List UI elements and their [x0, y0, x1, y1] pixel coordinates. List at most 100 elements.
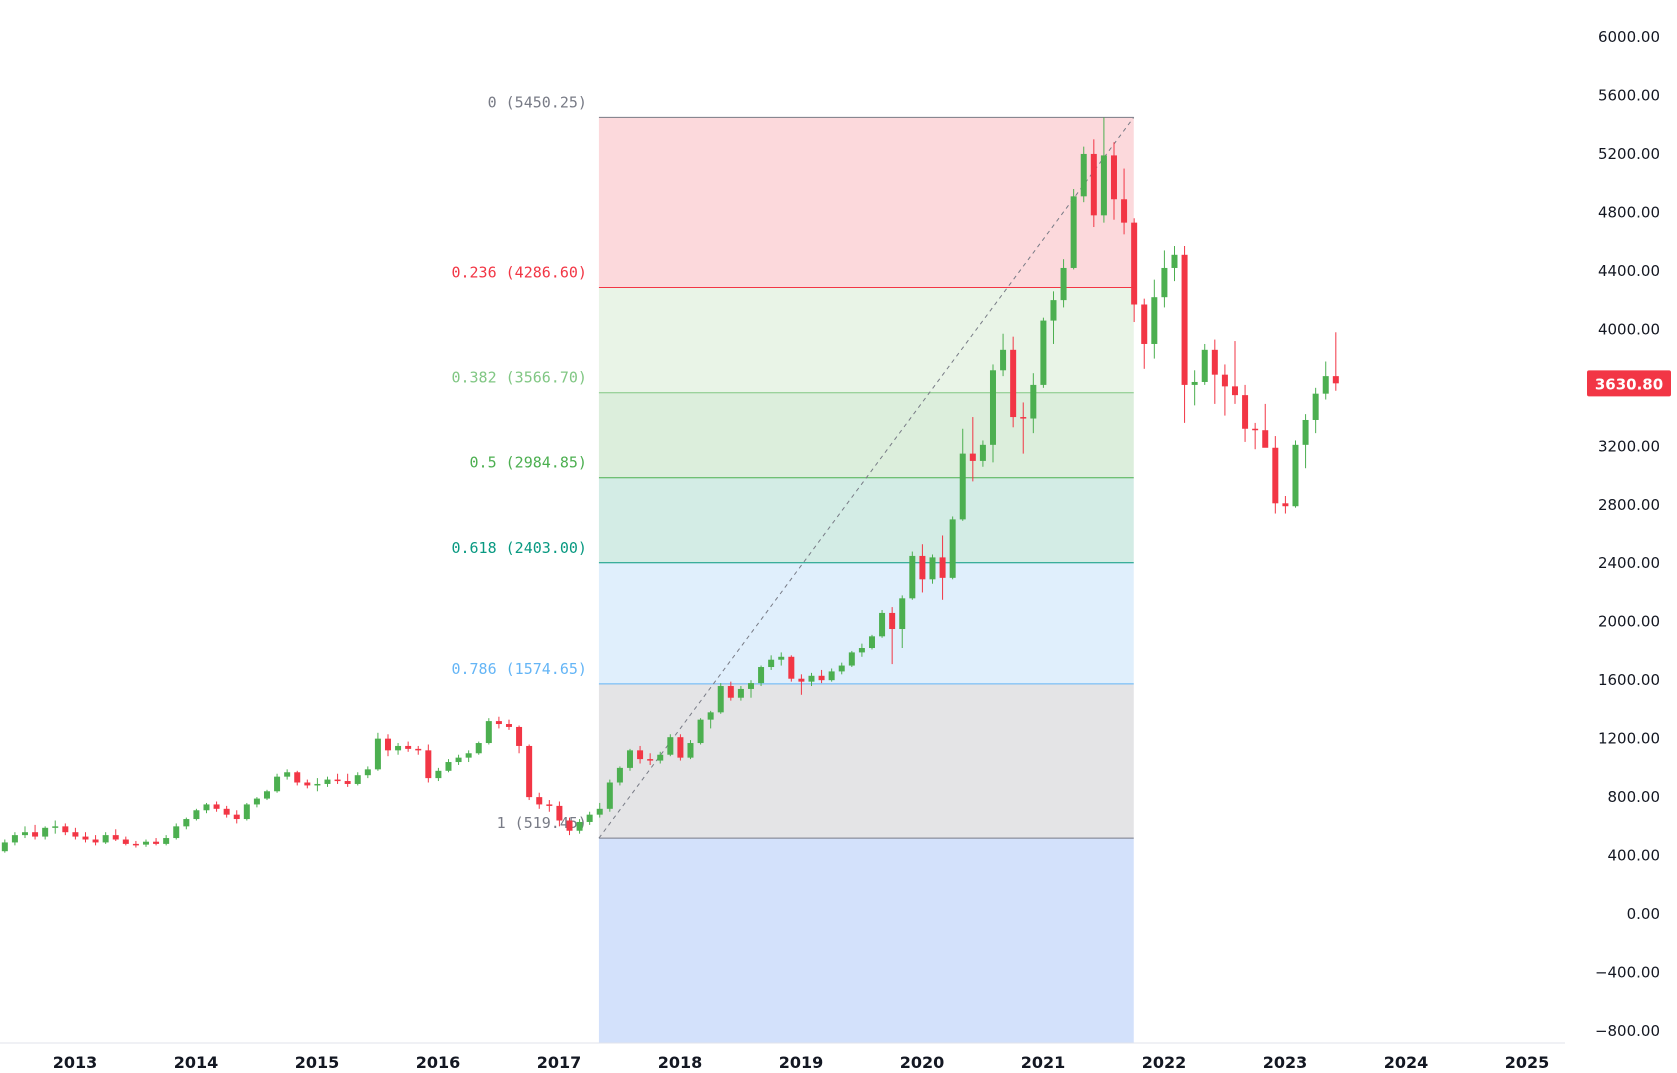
candle-body	[808, 675, 815, 682]
candle-body	[1030, 384, 1037, 419]
candle-body	[1050, 300, 1057, 321]
candle-body	[1110, 155, 1117, 200]
time-axis-tick: 2022	[1142, 1053, 1187, 1072]
candle-body	[1272, 447, 1279, 504]
candle-down	[82, 832, 89, 843]
candle-body	[546, 804, 553, 806]
candle-body	[334, 779, 341, 782]
candle-up	[989, 364, 996, 463]
candle-body	[1090, 153, 1097, 216]
candle-body	[455, 757, 462, 763]
candle-down	[1010, 336, 1017, 428]
candle-down	[1272, 436, 1279, 514]
candle-body	[939, 557, 946, 578]
candle-body	[566, 820, 573, 831]
candle-down	[1252, 422, 1259, 450]
candle-body	[1121, 199, 1128, 223]
price-axis-tick: 0.00	[1627, 905, 1660, 923]
candle-up	[838, 662, 845, 675]
candle-up	[828, 668, 835, 682]
price-axis-tick: 400.00	[1608, 847, 1661, 865]
candle-up	[1070, 189, 1077, 270]
candle-up	[717, 683, 724, 714]
candle-up	[374, 732, 381, 771]
candle-body	[667, 737, 674, 755]
candle-down	[1141, 298, 1148, 369]
time-axis-tick: 2015	[295, 1053, 340, 1072]
candle-up	[445, 759, 452, 773]
time-axis-tick: 2016	[416, 1053, 461, 1072]
candle-up	[879, 610, 886, 638]
candle-down	[1020, 402, 1027, 454]
time-axis-tick: 2014	[174, 1053, 219, 1072]
candle-up	[1, 839, 8, 853]
candle-down	[495, 716, 502, 729]
candle-down	[334, 773, 341, 784]
candle-up	[1171, 246, 1178, 282]
fib-zone	[598, 477, 1134, 563]
candle-body	[758, 667, 765, 684]
candle-up	[626, 748, 633, 771]
candle-down	[425, 744, 432, 783]
candle-up	[193, 808, 200, 821]
candle-body	[263, 791, 270, 799]
candle-up	[576, 819, 583, 834]
candle-body	[1282, 503, 1289, 507]
fib-trend-line[interactable]	[598, 117, 1135, 839]
price-axis-tick: 4000.00	[1598, 320, 1660, 338]
candle-body	[132, 843, 139, 846]
time-axis[interactable]: 2013 2014 2015 2016 2017 2018 2019 2020 2021 2022…	[53, 1053, 1550, 1072]
candle-down	[62, 823, 69, 836]
candle-down	[233, 810, 240, 824]
candle-up	[435, 767, 442, 782]
candle-body	[1231, 386, 1238, 396]
candle-down	[1121, 168, 1128, 235]
candle-body	[1141, 304, 1148, 344]
candle-up	[707, 710, 714, 729]
candle-body	[707, 712, 714, 720]
price-axis[interactable]: 6000.00 5600.00 5200.00 4800.00 4400.00 4000.…	[1595, 28, 1660, 1040]
price-axis-tick: 1600.00	[1598, 671, 1660, 689]
candle-body	[626, 750, 633, 768]
candle-body	[1010, 349, 1017, 418]
candle-down	[505, 719, 512, 730]
candle-up	[364, 766, 371, 779]
candle-body	[516, 726, 523, 746]
candle-body	[314, 783, 321, 786]
candle-body	[848, 652, 855, 666]
candle-up	[1302, 414, 1309, 469]
candle-body	[929, 557, 936, 580]
candle-up	[1030, 373, 1037, 434]
candle-body	[1312, 393, 1319, 420]
price-axis-tick: −400.00	[1595, 964, 1660, 982]
candle-body	[1000, 349, 1007, 371]
candle-body	[203, 804, 210, 811]
candle-body	[193, 810, 200, 820]
fib-level-labels: 0 (5450.25) 0.236 (4286.60) 0.382 (3566.70…	[451, 93, 586, 832]
candle-down	[294, 770, 301, 786]
time-axis-tick: 2013	[53, 1053, 98, 1072]
candle-body	[1040, 320, 1047, 385]
candle-body	[42, 827, 49, 837]
candle-up	[1050, 291, 1057, 344]
candle-body	[1100, 155, 1107, 216]
candle-down	[223, 805, 230, 818]
candle-down	[1262, 403, 1269, 448]
last-price-tag: 3630.80	[1587, 370, 1671, 397]
price-axis-tick: 800.00	[1608, 788, 1661, 806]
candle-body	[909, 555, 916, 599]
time-axis-tick: 2025	[1505, 1053, 1550, 1072]
candle-body	[747, 683, 754, 689]
candle-down	[1110, 142, 1117, 220]
candle-body	[324, 779, 331, 784]
candle-down	[526, 744, 533, 801]
time-axis-tick: 2020	[900, 1053, 945, 1072]
candle-body	[1322, 376, 1329, 394]
candle-body	[677, 737, 684, 758]
fib-level-label: 1 (519.45)	[497, 814, 587, 832]
candle-up	[697, 718, 704, 745]
last-price-tag-background	[1587, 370, 1671, 397]
candle-body	[727, 686, 734, 698]
candle-up	[1191, 370, 1198, 406]
